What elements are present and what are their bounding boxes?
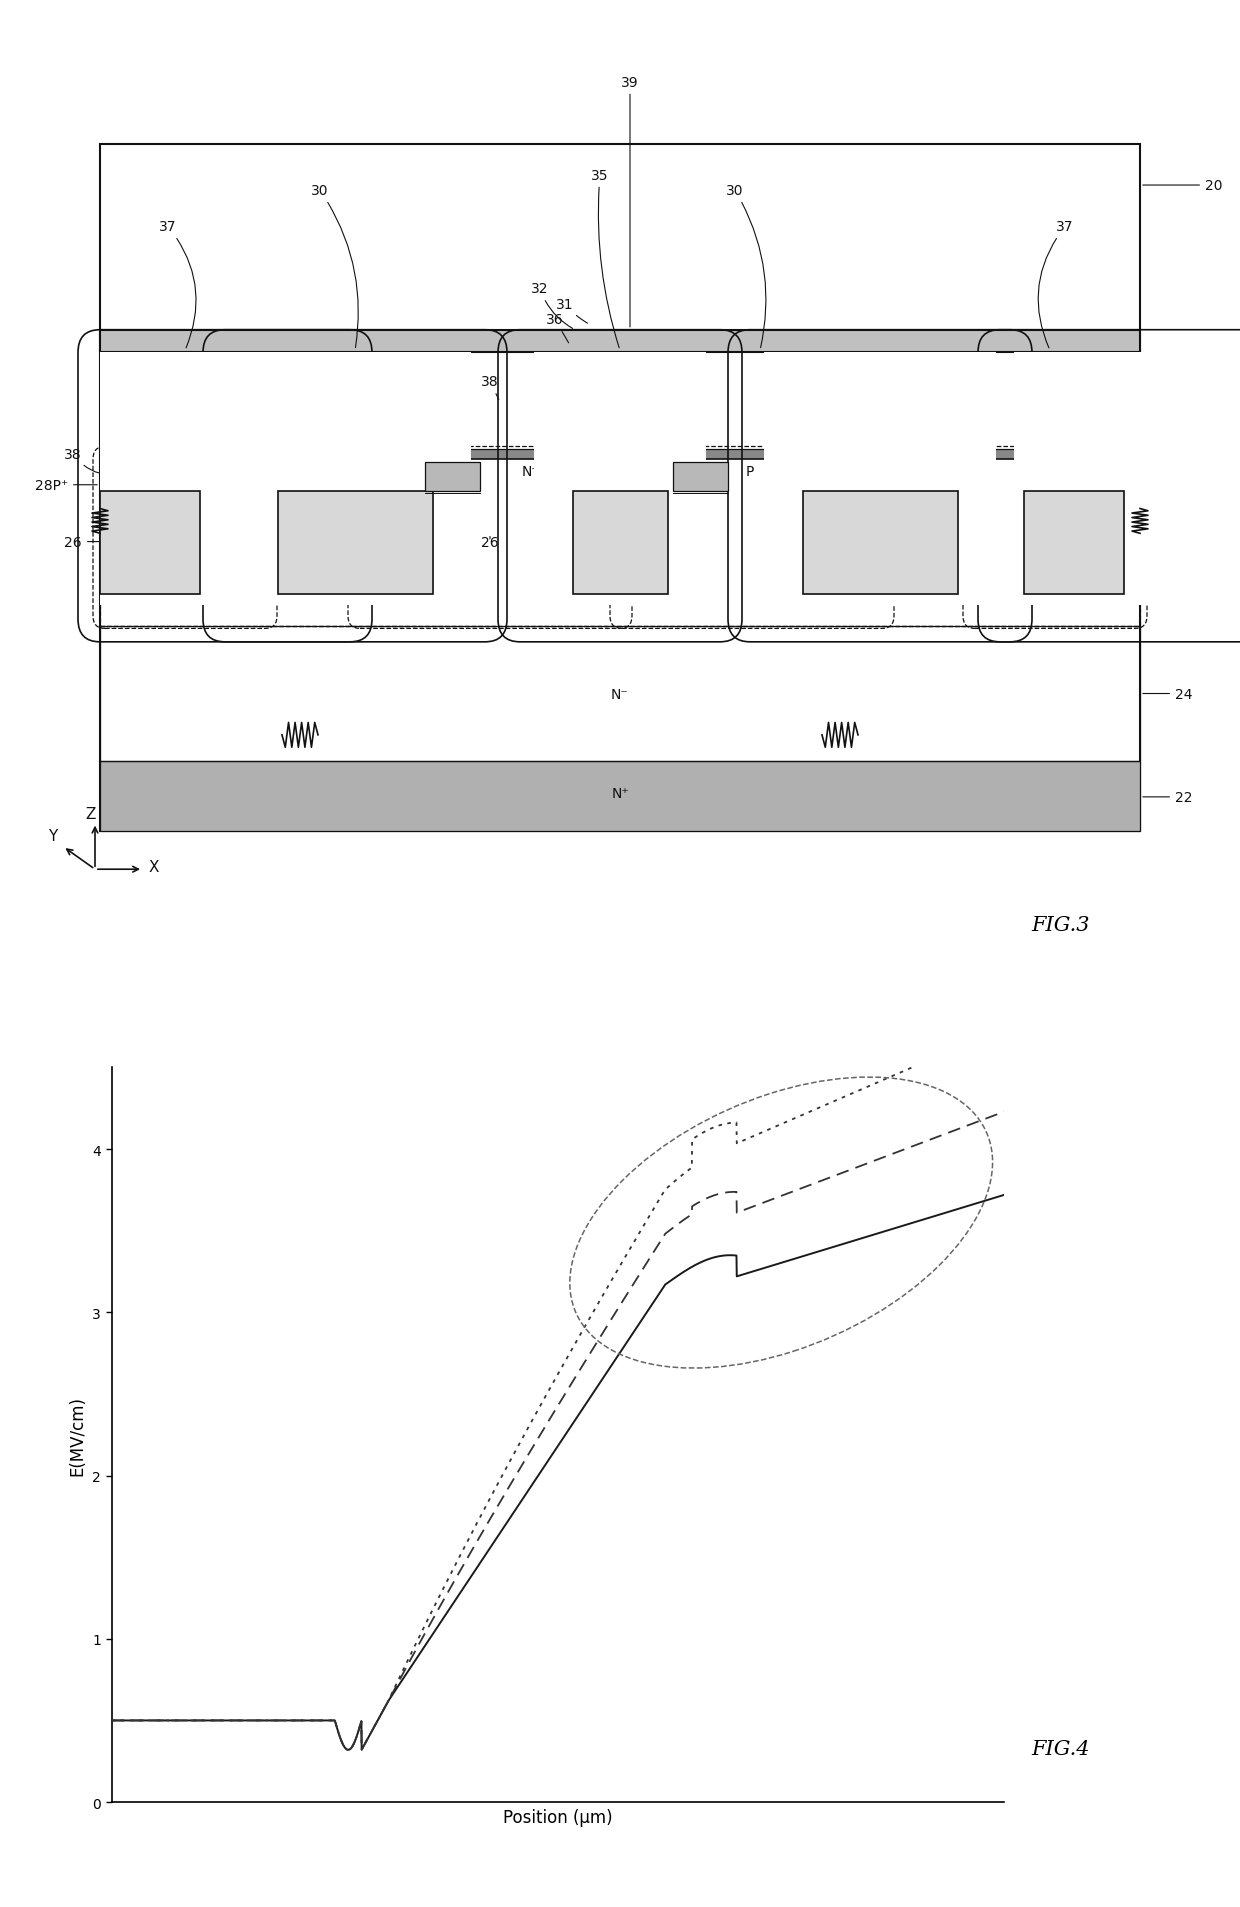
Text: 29: 29 [393,467,433,488]
Text: 22: 22 [1143,789,1193,805]
Text: 38: 38 [64,448,118,475]
Bar [100,761,1140,831]
Text: 38: 38 [481,376,498,400]
X-axis label: Position (μm): Position (μm) [503,1808,613,1825]
Text: X: X [149,860,160,875]
Text: FIG.3: FIG.3 [1030,915,1090,934]
Bar [534,353,706,605]
Bar [1024,492,1123,595]
Text: N⁺: N⁺ [611,786,629,801]
Text: 30: 30 [727,185,766,349]
Text: 29: 29 [698,467,729,488]
Text: P: P [745,465,754,479]
Bar [573,492,667,595]
Text: 27: 27 [229,551,247,564]
Text: 38: 38 [1132,416,1168,442]
Bar [278,492,433,595]
Text: 27: 27 [801,551,818,564]
Bar [100,145,1140,831]
Text: Y: Y [48,830,57,843]
Text: 36: 36 [546,313,569,343]
Text: 24a: 24a [1141,456,1207,503]
Bar [100,353,336,605]
Bar [100,450,1140,460]
Text: N⁻: N⁻ [611,687,629,702]
Text: 24: 24 [1143,687,1193,702]
Bar [1014,353,1240,605]
Bar [424,463,480,492]
Text: 40: 40 [304,551,321,564]
Bar [672,463,728,492]
Y-axis label: E(MV/cm): E(MV/cm) [68,1396,87,1474]
Text: 28: 28 [1069,551,1086,564]
Text: 37: 37 [159,219,196,349]
Text: 26: 26 [64,536,107,549]
Text: 27: 27 [419,551,436,564]
Text: 30: 30 [311,185,358,349]
Bar [802,492,957,595]
Text: 26: 26 [1133,538,1173,553]
Text: 26: 26 [481,536,498,549]
Text: 39: 39 [621,76,639,328]
Bar [100,492,200,595]
Text: 40: 40 [831,551,848,564]
Bar [100,456,1140,627]
Text: FIG.4: FIG.4 [1030,1739,1090,1758]
Bar [764,353,996,605]
Text: 20: 20 [1143,179,1223,193]
Text: 28P⁺: 28P⁺ [35,479,97,492]
Text: 31: 31 [557,297,588,324]
Text: 27: 27 [557,551,574,564]
Text: 37: 37 [1038,219,1074,349]
Text: 32: 32 [531,282,573,330]
Bar [100,330,1140,353]
Text: 35: 35 [591,168,619,349]
Text: N⁺: N⁺ [521,465,539,479]
Bar [100,627,1140,761]
Bar [239,353,471,605]
Text: Z: Z [86,807,97,822]
